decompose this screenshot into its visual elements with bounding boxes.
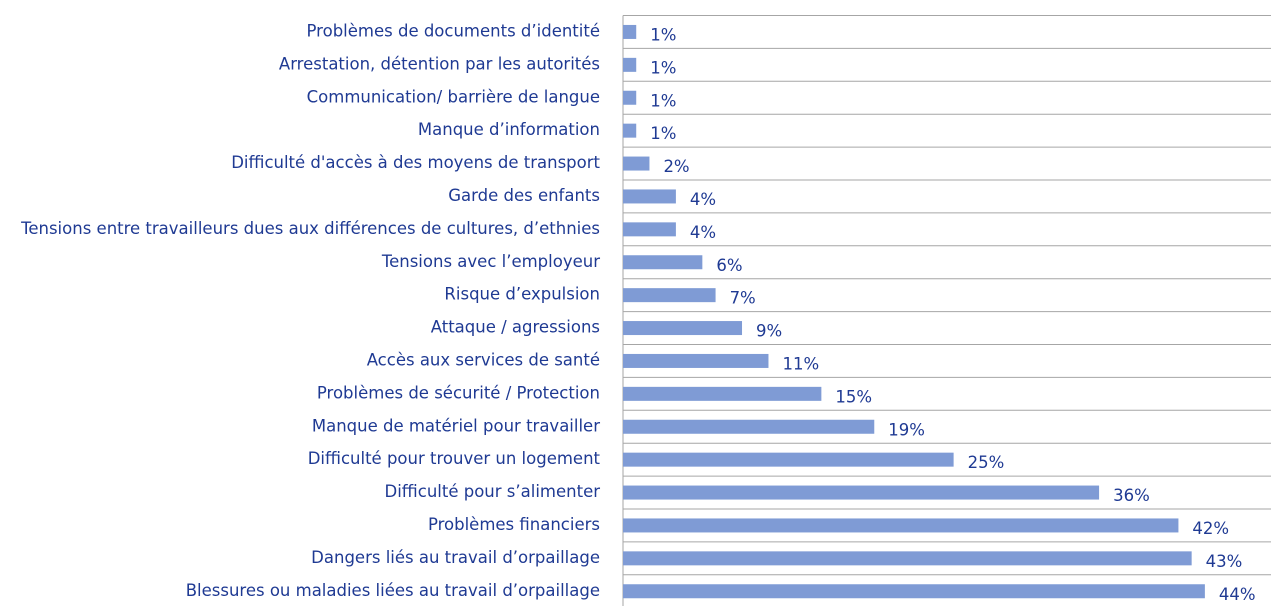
category-label: Difficulté d'accès à des moyens de trans… xyxy=(231,153,600,172)
value-label: 1% xyxy=(650,58,676,77)
category-label: Problèmes financiers xyxy=(428,515,600,534)
value-label: 36% xyxy=(1113,486,1150,505)
bar xyxy=(623,288,716,303)
bar xyxy=(623,189,676,204)
bar xyxy=(623,353,769,368)
value-label: 25% xyxy=(968,453,1005,472)
category-label: Problèmes de sécurité / Protection xyxy=(317,383,600,402)
category-label: Blessures ou maladies liées au travail d… xyxy=(186,581,600,600)
bar xyxy=(623,419,875,434)
bar xyxy=(623,321,743,336)
value-label: 11% xyxy=(782,354,819,373)
bar xyxy=(623,90,637,105)
category-label: Arrestation, détention par les autorités xyxy=(279,54,600,73)
category-label: Tensions avec l’employeur xyxy=(381,252,600,271)
bar xyxy=(623,452,954,467)
category-label: Risque d’expulsion xyxy=(444,285,600,304)
value-label: 42% xyxy=(1192,519,1229,538)
value-label: 6% xyxy=(716,256,742,275)
value-label: 1% xyxy=(650,91,676,110)
category-label: Manque d’information xyxy=(418,120,600,139)
bar xyxy=(623,485,1100,500)
bar xyxy=(623,255,703,270)
category-label: Dangers liés au travail d’orpaillage xyxy=(311,548,600,567)
value-label: 1% xyxy=(650,25,676,44)
value-label: 19% xyxy=(888,420,925,439)
category-label: Tensions entre travailleurs dues aux dif… xyxy=(20,219,600,238)
category-label: Garde des enfants xyxy=(448,186,600,205)
value-label: 7% xyxy=(730,289,756,308)
category-label: Problèmes de documents d’identité xyxy=(307,21,600,40)
value-label: 15% xyxy=(835,387,872,406)
value-label: 1% xyxy=(650,124,676,143)
bar xyxy=(623,24,637,39)
value-label: 4% xyxy=(690,190,716,209)
bar xyxy=(623,518,1179,533)
value-label: 2% xyxy=(663,157,689,176)
category-label: Communication/ barrière de langue xyxy=(307,87,600,106)
value-label: 4% xyxy=(690,223,716,242)
category-label: Attaque / agressions xyxy=(431,318,600,337)
bar xyxy=(623,156,650,171)
bar xyxy=(623,386,822,401)
category-label: Difficulté pour s’alimenter xyxy=(385,482,601,501)
category-label: Manque de matériel pour travailler xyxy=(312,416,600,435)
category-label: Accès aux services de santé xyxy=(367,350,600,369)
value-label: 44% xyxy=(1219,585,1256,604)
bar xyxy=(623,222,676,237)
value-label: 43% xyxy=(1206,552,1243,571)
bar xyxy=(623,123,637,138)
value-label: 9% xyxy=(756,322,782,341)
bar xyxy=(623,584,1205,599)
category-label: Difficulté pour trouver un logement xyxy=(308,449,601,468)
bar xyxy=(623,57,637,72)
bar xyxy=(623,551,1192,566)
